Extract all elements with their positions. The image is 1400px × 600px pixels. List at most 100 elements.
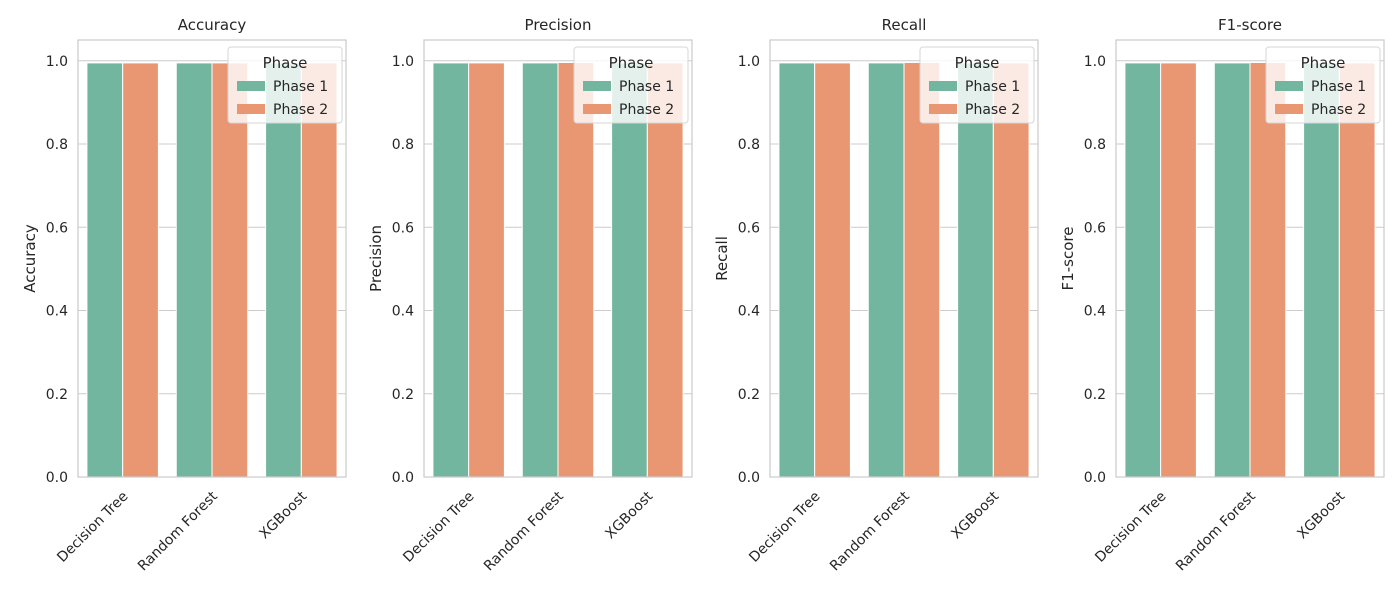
legend-title: Phase	[263, 54, 308, 72]
x-tick-label: XGBoost	[1294, 488, 1348, 542]
bar-phase1	[611, 62, 648, 478]
y-tick-label: 0.4	[738, 304, 760, 320]
y-tick-label: 0.0	[738, 470, 760, 486]
bar-phase2	[646, 62, 684, 478]
legend: Phase Phase 1 Phase 2	[1265, 46, 1381, 124]
plot-frame	[423, 39, 693, 478]
bar-phase1	[521, 62, 559, 478]
bar-phase2	[211, 62, 249, 478]
y-axis-label: Precision	[367, 225, 385, 292]
x-tick-label: Random Forest	[481, 488, 567, 574]
legend-swatch	[583, 104, 611, 114]
x-tick-label: XGBoost	[256, 488, 310, 542]
legend-swatch	[1275, 104, 1303, 114]
y-tick-label: 0.4	[46, 304, 68, 320]
y-tick-label: 0.0	[1084, 470, 1106, 486]
x-tick-label: Decision Tree	[746, 489, 823, 566]
legend-entry: Phase 2	[965, 102, 1020, 118]
x-tick-label: Decision Tree	[54, 489, 131, 566]
y-tick-label: 0.2	[392, 387, 414, 403]
y-tick-label: 0.4	[1084, 304, 1106, 320]
y-tick-label: 1.0	[1084, 54, 1106, 70]
bar-phase1	[86, 62, 124, 478]
bar-phase2	[992, 62, 1030, 478]
bar-phase1	[1303, 62, 1340, 478]
y-tick-label: 0.0	[392, 470, 414, 486]
y-axis-label: Recall	[713, 236, 731, 281]
x-tick-label: Random Forest	[135, 488, 221, 574]
legend-entry: Phase 1	[273, 79, 328, 95]
x-tick-label: Random Forest	[827, 488, 913, 574]
legend-swatch	[929, 104, 957, 114]
bar-phase2	[468, 62, 505, 478]
x-tick-label: XGBoost	[602, 488, 656, 542]
bar-phase1	[1213, 62, 1251, 478]
legend: Phase Phase 1 Phase 2	[573, 46, 689, 124]
bar-phase1	[175, 62, 213, 478]
legend-title: Phase	[609, 54, 654, 72]
bar-phase2	[903, 61, 941, 478]
y-tick-label: 0.0	[46, 470, 68, 486]
y-tick-label: 0.8	[738, 137, 760, 153]
y-tick-label: 1.0	[46, 54, 68, 70]
y-tick-label: 0.6	[738, 220, 760, 236]
bar-phase2	[1249, 61, 1287, 478]
legend-title: Phase	[1301, 54, 1346, 72]
chart-title: Recall	[882, 16, 927, 34]
plot-frame	[77, 39, 347, 478]
bar-phase2	[557, 61, 595, 478]
legend-swatch	[583, 81, 611, 91]
bar-phase2	[1338, 62, 1376, 478]
y-tick-label: 0.4	[392, 304, 414, 320]
legend-title: Phase	[955, 54, 1000, 72]
chart-title: Precision	[525, 16, 592, 34]
bar-phase1	[778, 62, 816, 478]
chart-panel-0: 0.0 0.2 0.4 0.6 0.8 1.0 Decision Tree Random Fo…	[21, 16, 347, 574]
legend-swatch	[237, 81, 265, 91]
bar-phase1	[957, 62, 994, 478]
y-tick-label: 0.2	[738, 387, 760, 403]
x-tick-label: Random Forest	[1173, 488, 1259, 574]
legend-entry: Phase 1	[965, 79, 1020, 95]
y-tick-label: 0.2	[46, 387, 68, 403]
legend-entry: Phase 2	[273, 102, 328, 118]
legend-entry: Phase 2	[1311, 102, 1366, 118]
x-tick-label: XGBoost	[948, 488, 1002, 542]
y-axis-label: F1-score	[1059, 227, 1077, 291]
bar-phase2	[814, 62, 851, 478]
y-tick-label: 0.6	[1084, 220, 1106, 236]
y-axis-label: Accuracy	[21, 224, 39, 293]
y-tick-label: 0.8	[1084, 137, 1106, 153]
chart-title: F1-score	[1218, 16, 1282, 34]
chart-panel-2: 0.0 0.2 0.4 0.6 0.8 1.0 Decision Tree Random Fo…	[713, 16, 1039, 574]
y-tick-label: 0.6	[46, 220, 68, 236]
y-tick-label: 0.8	[392, 137, 414, 153]
bar-phase2	[122, 62, 159, 478]
y-tick-label: 0.2	[1084, 387, 1106, 403]
legend-entry: Phase 1	[619, 79, 674, 95]
legend: Phase Phase 1 Phase 2	[919, 46, 1035, 124]
legend-entry: Phase 2	[619, 102, 674, 118]
chart-title: Accuracy	[178, 16, 247, 34]
bar-phase1	[1124, 62, 1162, 478]
y-tick-label: 1.0	[738, 54, 760, 70]
plot-frame	[769, 39, 1039, 478]
legend-swatch	[1275, 81, 1303, 91]
legend-swatch	[929, 81, 957, 91]
bar-phase1	[432, 62, 470, 478]
y-tick-label: 1.0	[392, 54, 414, 70]
chart-panel-1: 0.0 0.2 0.4 0.6 0.8 1.0 Decision Tree Random Fo…	[367, 16, 693, 574]
chart-panel-3: 0.0 0.2 0.4 0.6 0.8 1.0 Decision Tree Random Fo…	[1059, 16, 1385, 574]
y-tick-label: 0.6	[392, 220, 414, 236]
bar-phase1	[265, 62, 302, 478]
legend-entry: Phase 1	[1311, 79, 1366, 95]
x-tick-label: Decision Tree	[400, 489, 477, 566]
legend-swatch	[237, 104, 265, 114]
plot-frame	[1115, 39, 1385, 478]
bar-phase1	[867, 62, 905, 478]
bar-phase2	[300, 62, 338, 478]
legend: Phase Phase 1 Phase 2	[227, 46, 343, 124]
y-tick-label: 0.8	[46, 137, 68, 153]
bar-phase2	[1160, 62, 1197, 478]
